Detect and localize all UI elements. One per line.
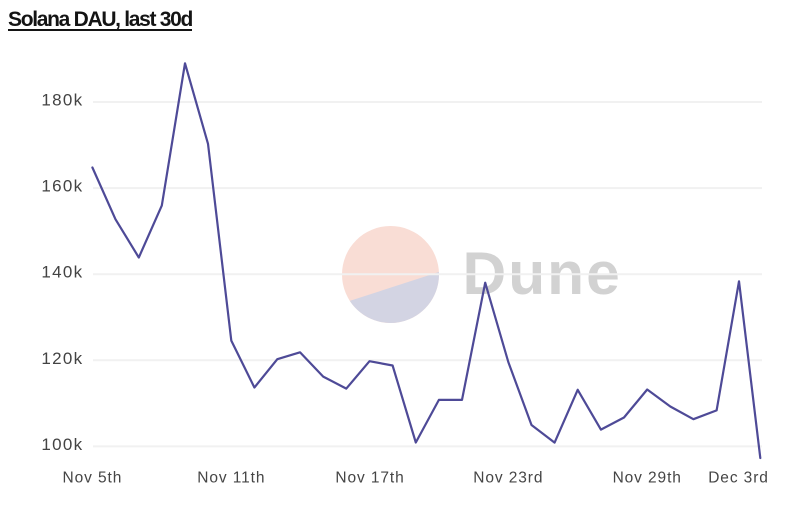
svg-text:Nov 5th: Nov 5th — [63, 470, 123, 487]
svg-text:120k: 120k — [41, 349, 83, 368]
svg-text:Dec 3rd: Dec 3rd — [708, 470, 769, 487]
svg-text:Dune: Dune — [463, 239, 622, 307]
svg-text:Nov 29th: Nov 29th — [613, 470, 682, 487]
svg-text:Nov 23rd: Nov 23rd — [473, 470, 543, 487]
svg-text:Nov 17th: Nov 17th — [335, 470, 404, 487]
svg-text:160k: 160k — [41, 177, 83, 196]
svg-text:140k: 140k — [41, 263, 83, 282]
svg-text:100k: 100k — [41, 435, 83, 454]
svg-text:180k: 180k — [41, 91, 83, 110]
svg-text:Nov 11th: Nov 11th — [197, 470, 265, 487]
